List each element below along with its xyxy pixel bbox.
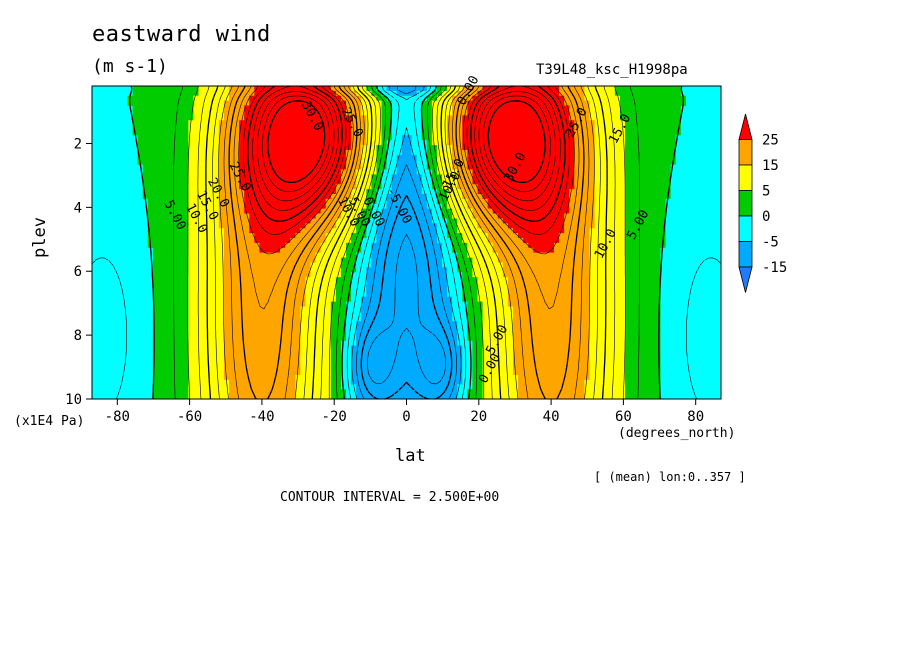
contour-line-30 — [247, 85, 566, 222]
y-tick-label: 2 — [74, 136, 82, 152]
y-axis-units: (x1E4 Pa) — [14, 414, 85, 429]
colorbar-label: 5 — [762, 184, 770, 200]
contour-line-20 — [228, 85, 585, 400]
averaging-note: [ (mean) lon:0..357 ] — [594, 470, 746, 484]
colorbar-segment — [738, 190, 753, 217]
contour-line-40 — [267, 100, 546, 184]
colorbar-segment — [738, 215, 753, 242]
colorbar-label: 25 — [762, 133, 779, 149]
contour-interval-note: CONTOUR INTERVAL = 2.500E+00 — [280, 490, 500, 505]
colorbar-segment — [738, 113, 753, 140]
y-tick-label: 4 — [74, 200, 82, 216]
x-tick-label: 20 — [470, 409, 487, 425]
colorbar-segment — [738, 164, 753, 191]
x-tick-label: 40 — [543, 409, 560, 425]
x-tick-label: 60 — [615, 409, 632, 425]
contour-line-minus7_5 — [356, 85, 457, 400]
contour-line-32_5 — [252, 85, 561, 211]
contour-line-17_5 — [223, 85, 590, 400]
colorbar-label: -5 — [762, 235, 779, 251]
contour-line-7_5 — [197, 85, 616, 400]
x-tick-label: -60 — [177, 409, 202, 425]
contour-line-27_5 — [243, 85, 570, 235]
contour-line-22_5 — [233, 85, 580, 310]
contour-line-12_5 — [212, 85, 601, 400]
contour-line-2_5 — [173, 85, 640, 400]
y-tick-label: 8 — [74, 328, 82, 344]
colorbar-segment — [738, 139, 753, 166]
fill-band-0-5 — [127, 86, 686, 400]
dataset-name: T39L48_ksc_H1998pa — [536, 62, 688, 78]
chart-units: (m s-1) — [92, 56, 168, 77]
colorbar-segment — [738, 241, 753, 268]
x-tick-label: -40 — [249, 409, 274, 425]
x-axis-units: (degrees_north) — [618, 426, 736, 441]
fill-band-minus15-minus5 — [350, 86, 463, 400]
colorbar-label: 15 — [762, 158, 779, 174]
contour-line-37_5 — [262, 95, 551, 193]
contour-line-35 — [257, 91, 556, 202]
fill-band-above-25 — [239, 86, 575, 253]
colorbar-label: -15 — [762, 260, 787, 276]
fill-band-15-25 — [218, 86, 595, 400]
contour-line-minus12_5 — [367, 234, 446, 385]
contour-line-5 — [187, 85, 626, 400]
x-tick-label: 80 — [687, 409, 704, 425]
x-tick-label: 0 — [402, 409, 410, 425]
colorbar-label: 0 — [762, 209, 770, 225]
y-tick-label: 6 — [74, 264, 82, 280]
chart-title: eastward wind — [92, 22, 271, 47]
colorbar-segment — [738, 266, 753, 293]
x-tick-label: -20 — [322, 409, 347, 425]
contour-line-25 — [238, 85, 575, 255]
contour-line-minus10 — [360, 195, 453, 400]
x-tick-label: -80 — [105, 409, 130, 425]
y-tick-label: 10 — [65, 392, 82, 408]
contour-line-15 — [218, 85, 595, 400]
contour-line-0 — [128, 85, 685, 400]
contour-line-minus2_5 — [91, 85, 722, 400]
contour-line-10 — [205, 85, 608, 400]
contour-line-minus5 — [351, 85, 462, 400]
x-axis-label: lat — [395, 446, 426, 466]
